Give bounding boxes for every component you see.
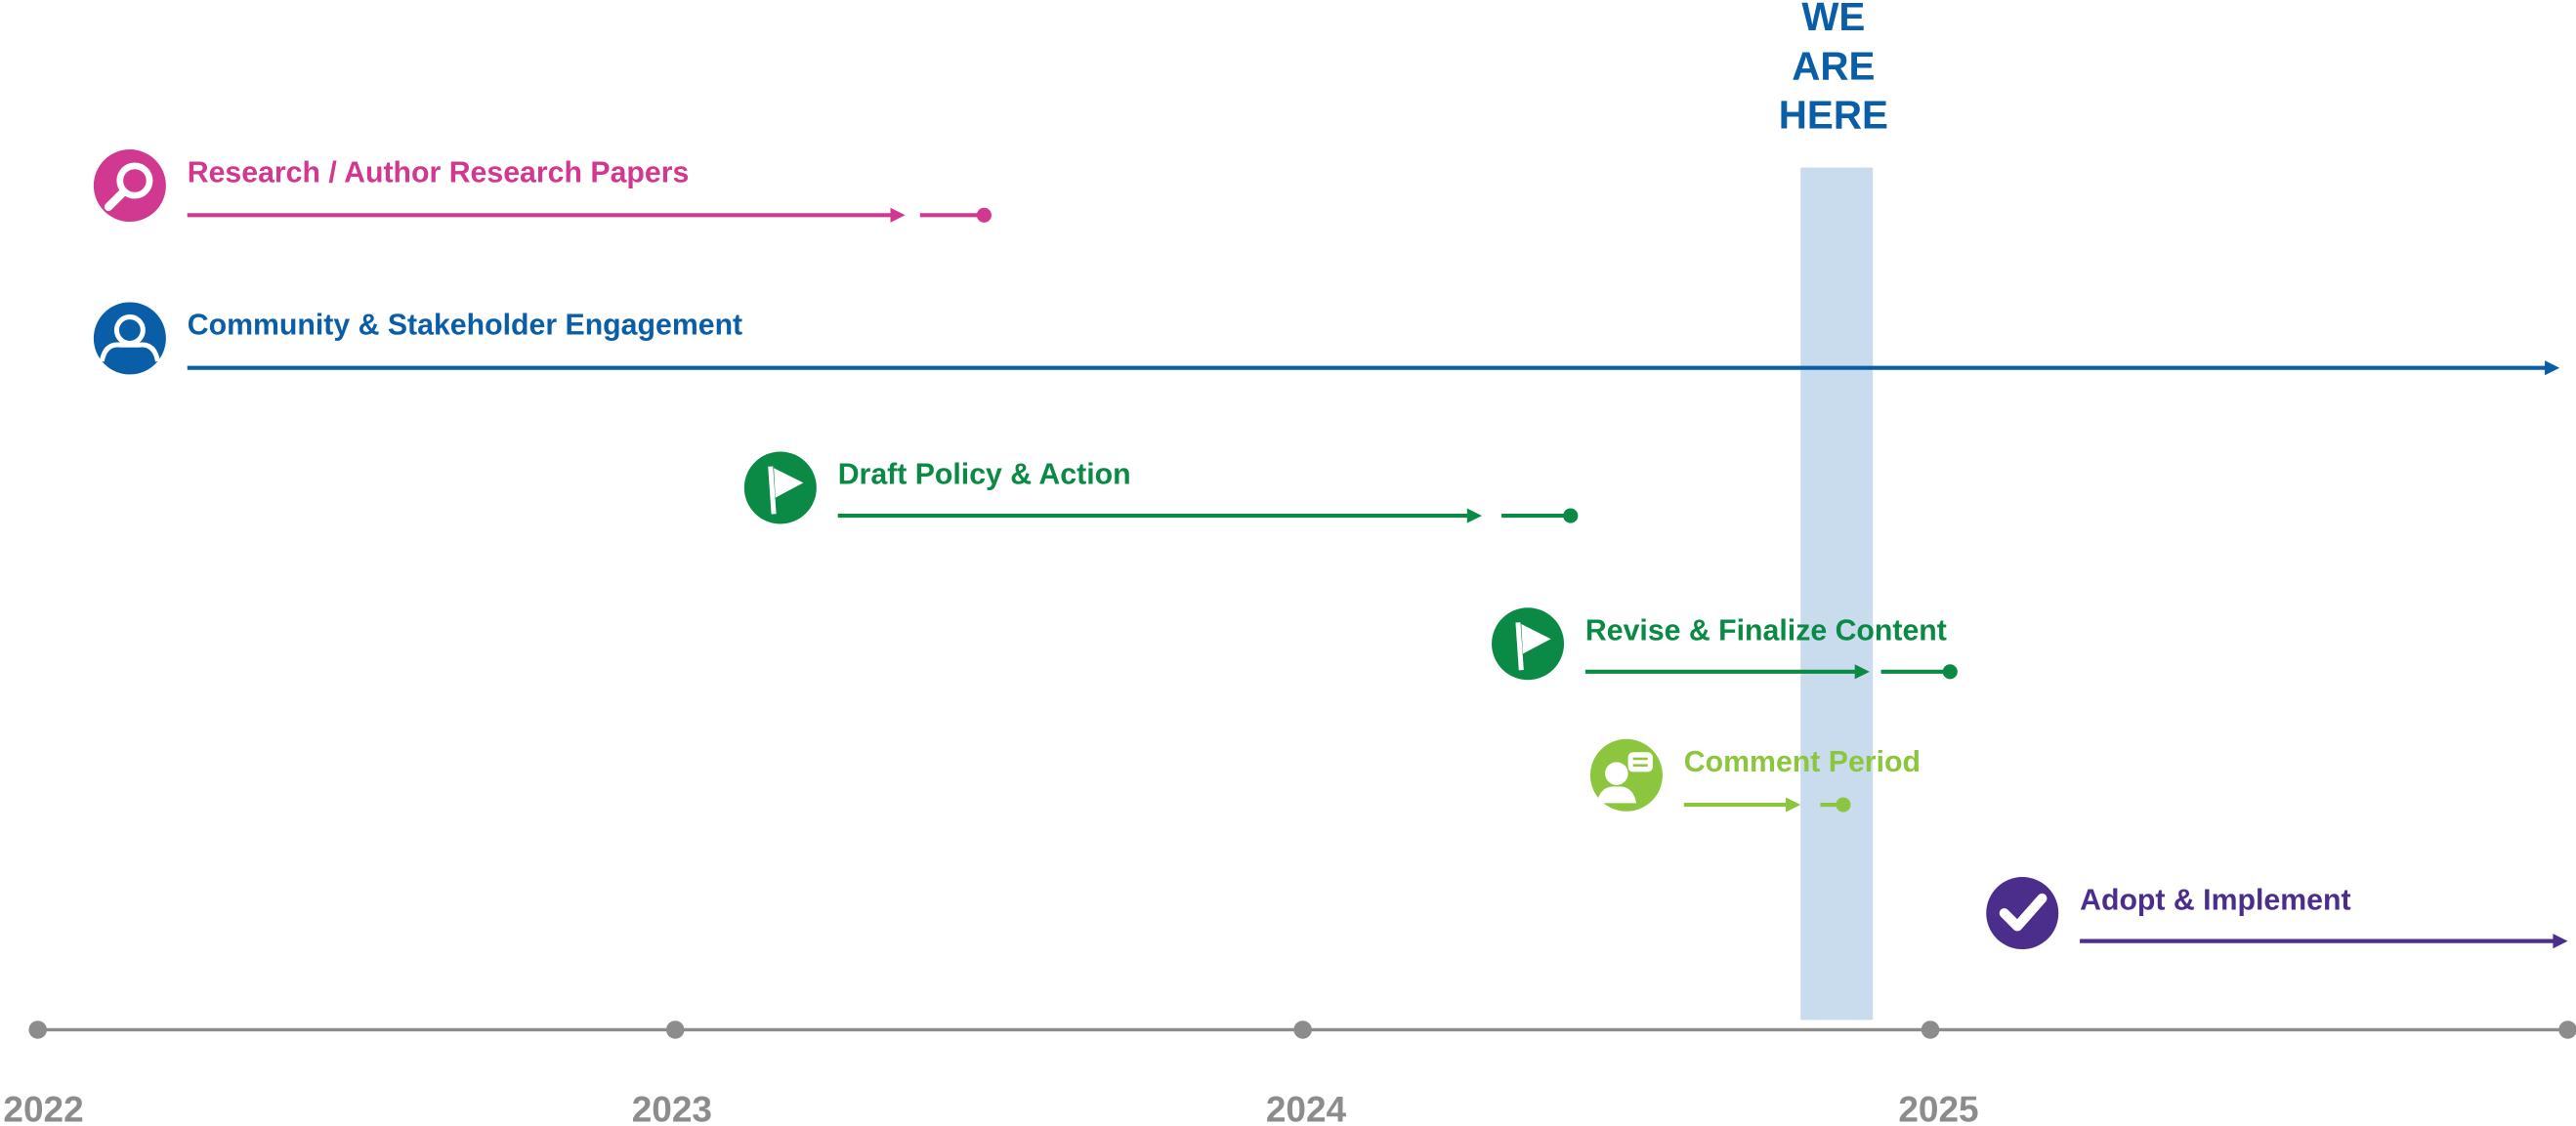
glyph <box>1515 622 1524 671</box>
task-icon <box>93 149 166 223</box>
task-icon-glyph <box>768 466 804 515</box>
year-label: 2022 <box>3 1089 83 1126</box>
task-arrowhead <box>2545 360 2560 376</box>
task-icon-glyph <box>104 162 153 212</box>
task-label: Adopt & Implement <box>2080 884 2350 916</box>
task-icon-glyph <box>1515 622 1551 671</box>
task-label: Research / Author Research Papers <box>188 156 690 188</box>
marker-label: ARE <box>1792 43 1875 88</box>
task-arrowhead <box>1786 797 1801 813</box>
task-label: Community & Stakeholder Engagement <box>188 310 742 342</box>
glyph <box>1627 752 1653 772</box>
year-label: 2024 <box>1266 1089 1347 1126</box>
task-arrowhead <box>2553 934 2568 949</box>
glyph <box>116 162 153 199</box>
task-arrowhead <box>890 207 906 223</box>
axis-dot <box>1921 1021 1940 1039</box>
marker-label: WE <box>1801 0 1865 39</box>
glyph <box>774 468 804 498</box>
glyph <box>99 342 160 362</box>
task-arrowhead <box>1854 664 1870 680</box>
task-label: Revise & Finalize Content <box>1585 614 1947 646</box>
glyph <box>104 188 128 212</box>
marker-label: HERE <box>1779 93 1888 138</box>
task-icon-glyph <box>1596 752 1653 804</box>
glyph <box>1605 762 1628 785</box>
task-end-dot <box>1942 664 1958 680</box>
axis-dot <box>28 1021 47 1039</box>
task-label: Comment Period <box>1684 746 1921 778</box>
task-end-dot <box>1836 797 1851 813</box>
task-icon <box>93 302 166 375</box>
task-end-dot <box>976 207 992 223</box>
year-label: 2023 <box>632 1089 712 1126</box>
task-icon-glyph <box>99 314 160 362</box>
task-label: Draft Policy & Action <box>838 459 1131 491</box>
axis-dot <box>665 1021 685 1039</box>
task-arrowhead <box>1466 508 1482 523</box>
year-label: 2025 <box>1898 1089 1978 1126</box>
axis-dot <box>1293 1021 1312 1039</box>
glyph <box>1521 624 1551 654</box>
current-band <box>1800 167 1874 1021</box>
task-icon <box>1986 877 2059 950</box>
task-icon-glyph <box>1999 893 2048 932</box>
glyph <box>1999 893 2048 932</box>
glyph <box>1596 786 1637 804</box>
glyph <box>768 466 777 515</box>
task-end-dot <box>1563 508 1579 523</box>
axis-dot <box>2558 1021 2576 1039</box>
